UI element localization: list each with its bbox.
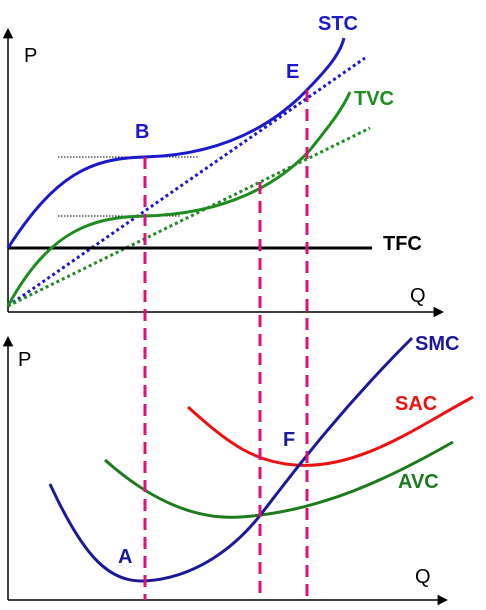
sac-label: SAC (395, 393, 437, 415)
point-a-label: A (118, 546, 132, 568)
avc-label: AVC (398, 471, 439, 493)
stc-ray-dotted (7, 56, 366, 308)
smc-curve (48, 336, 414, 583)
tvc-label: TVC (354, 88, 394, 110)
top-panel: P Q TFC STC TVC B E (2, 13, 445, 318)
tfc-label: TFC (383, 233, 422, 255)
bottom-y-axis-label: P (18, 349, 31, 371)
tvc-ray-dotted (7, 126, 371, 308)
sac-curve (186, 395, 474, 467)
stc-label: STC (318, 13, 358, 35)
top-y-axis-label: P (24, 45, 37, 67)
top-x-axis-label: Q (410, 285, 426, 307)
point-f-label: F (283, 429, 295, 451)
point-b-label: B (135, 121, 149, 143)
bottom-x-axis-label: Q (415, 566, 431, 588)
stc-curve (6, 37, 346, 249)
bottom-panel: P Q SAC AVC SMC A F (2, 333, 474, 606)
guide-lines (143, 90, 309, 600)
smc-label: SMC (415, 333, 459, 355)
point-e-label: E (286, 61, 299, 83)
tvc-curve (6, 91, 352, 307)
avc-curve (104, 440, 454, 519)
